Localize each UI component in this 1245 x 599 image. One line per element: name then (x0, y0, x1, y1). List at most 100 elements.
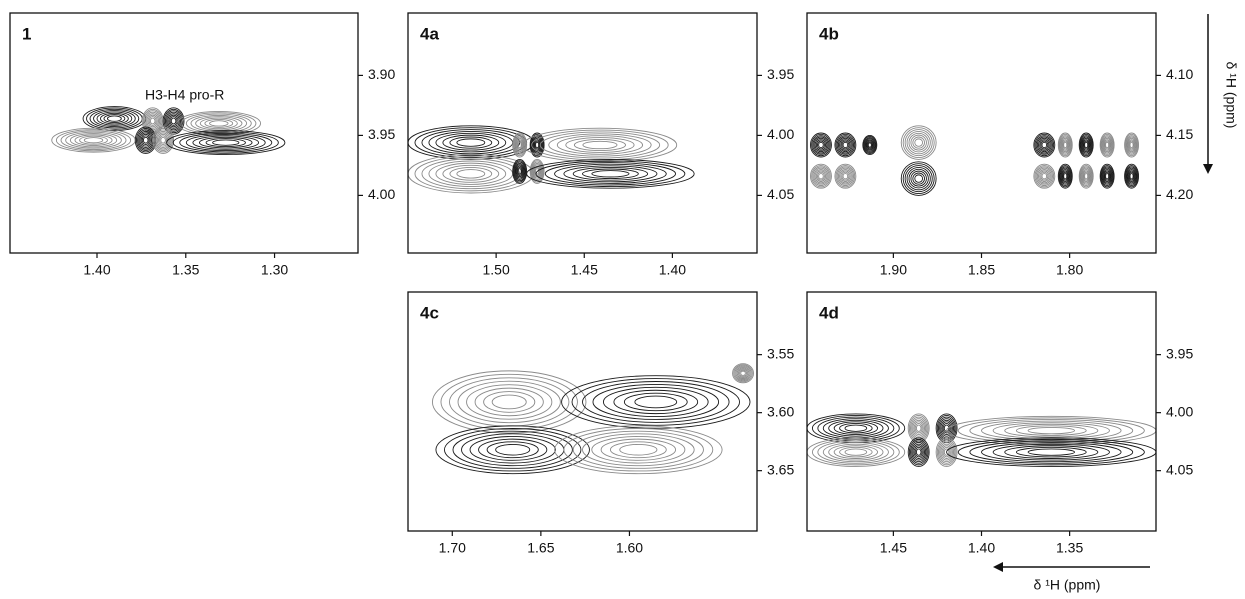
y-tick-label: 3.60 (767, 403, 794, 419)
panel-frame (408, 13, 757, 253)
x-tick-label: 1.90 (880, 262, 907, 278)
y-tick-label: 4.15 (1166, 126, 1193, 142)
contour (1085, 174, 1088, 179)
y-axis-label: δ ¹H (ppm) (1223, 62, 1239, 129)
contour (457, 170, 485, 179)
contour (523, 128, 677, 162)
y-tick-label: 3.95 (767, 66, 794, 82)
contour (843, 174, 848, 179)
contour (583, 141, 617, 148)
contour (1130, 174, 1133, 179)
contour (819, 174, 824, 179)
contour (1039, 170, 1051, 183)
contour (807, 414, 905, 443)
contours (810, 126, 1138, 196)
contour (845, 425, 867, 431)
contour (84, 138, 103, 143)
contour (470, 436, 555, 463)
contour (909, 169, 928, 188)
panel-frame (807, 292, 1156, 531)
panel-title: 4d (819, 303, 839, 322)
contour (496, 444, 530, 455)
contour (1042, 174, 1047, 179)
contour (901, 162, 936, 196)
contour (564, 428, 713, 470)
contour (737, 368, 749, 379)
contour (812, 134, 831, 155)
contour (829, 444, 883, 460)
contour (807, 438, 905, 467)
contour (467, 385, 552, 420)
contour (196, 117, 242, 130)
contour (562, 376, 750, 429)
y-tick-label: 4.05 (1166, 461, 1193, 477)
contour (840, 138, 852, 151)
contour (614, 390, 698, 413)
contour (620, 444, 657, 455)
contour (583, 434, 695, 466)
contours (807, 414, 1156, 467)
contour (457, 139, 485, 146)
contour (903, 164, 934, 194)
contour (56, 130, 130, 151)
contour (150, 118, 155, 124)
contour (815, 138, 827, 151)
contour (901, 126, 936, 160)
x-tick-label: 1.45 (880, 540, 907, 556)
contour (1064, 174, 1067, 179)
contour (829, 420, 883, 436)
contour (140, 133, 152, 148)
contour (1106, 142, 1109, 147)
contour (147, 114, 159, 129)
contour (70, 134, 116, 147)
contour (87, 108, 143, 129)
x-tick-label: 1.40 (83, 262, 110, 278)
figure: δ ¹H (ppm) δ ¹H (ppm) 1H3-H4 pro-R1.401.… (0, 0, 1245, 599)
contour (868, 143, 871, 147)
contour (592, 436, 685, 463)
contour (812, 415, 899, 440)
contours (52, 107, 285, 155)
x-tick-label: 1.60 (616, 540, 643, 556)
contour (1085, 142, 1088, 147)
contour (635, 396, 677, 408)
panel-title: 4c (420, 303, 439, 322)
contour (436, 163, 506, 184)
y-tick-label: 4.10 (1166, 66, 1193, 82)
contour (845, 449, 867, 455)
contour (462, 434, 564, 466)
contour (97, 112, 132, 125)
contour (915, 139, 923, 146)
contour (916, 425, 921, 431)
contour (475, 388, 543, 416)
contour (603, 387, 708, 416)
y-tick-label: 3.90 (368, 66, 395, 82)
contour (171, 118, 176, 124)
panel-title: 4b (819, 24, 839, 43)
y-tick-label: 3.65 (767, 461, 794, 477)
contour (909, 439, 928, 464)
x-tick-label: 1.45 (571, 262, 598, 278)
x-axis-label: δ ¹H (ppm) (1034, 577, 1101, 593)
contour (903, 128, 934, 158)
contour (536, 161, 685, 187)
contour (913, 444, 925, 460)
contour (1028, 449, 1075, 455)
y-tick-label: 3.95 (368, 126, 395, 142)
contour (193, 136, 259, 149)
contour (913, 420, 925, 436)
y-tick-label: 3.95 (1166, 345, 1193, 361)
panel-title: 1 (22, 24, 31, 43)
contour (436, 133, 506, 152)
contour (993, 423, 1109, 439)
contour (819, 142, 824, 147)
contour (1039, 138, 1051, 151)
x-tick-label: 1.70 (439, 540, 466, 556)
contour (592, 171, 629, 177)
contour (527, 159, 695, 188)
contour (836, 166, 855, 187)
x-tick-label: 1.40 (659, 262, 686, 278)
contour (564, 166, 657, 182)
contour (161, 137, 166, 143)
x-tick-label: 1.85 (968, 262, 995, 278)
